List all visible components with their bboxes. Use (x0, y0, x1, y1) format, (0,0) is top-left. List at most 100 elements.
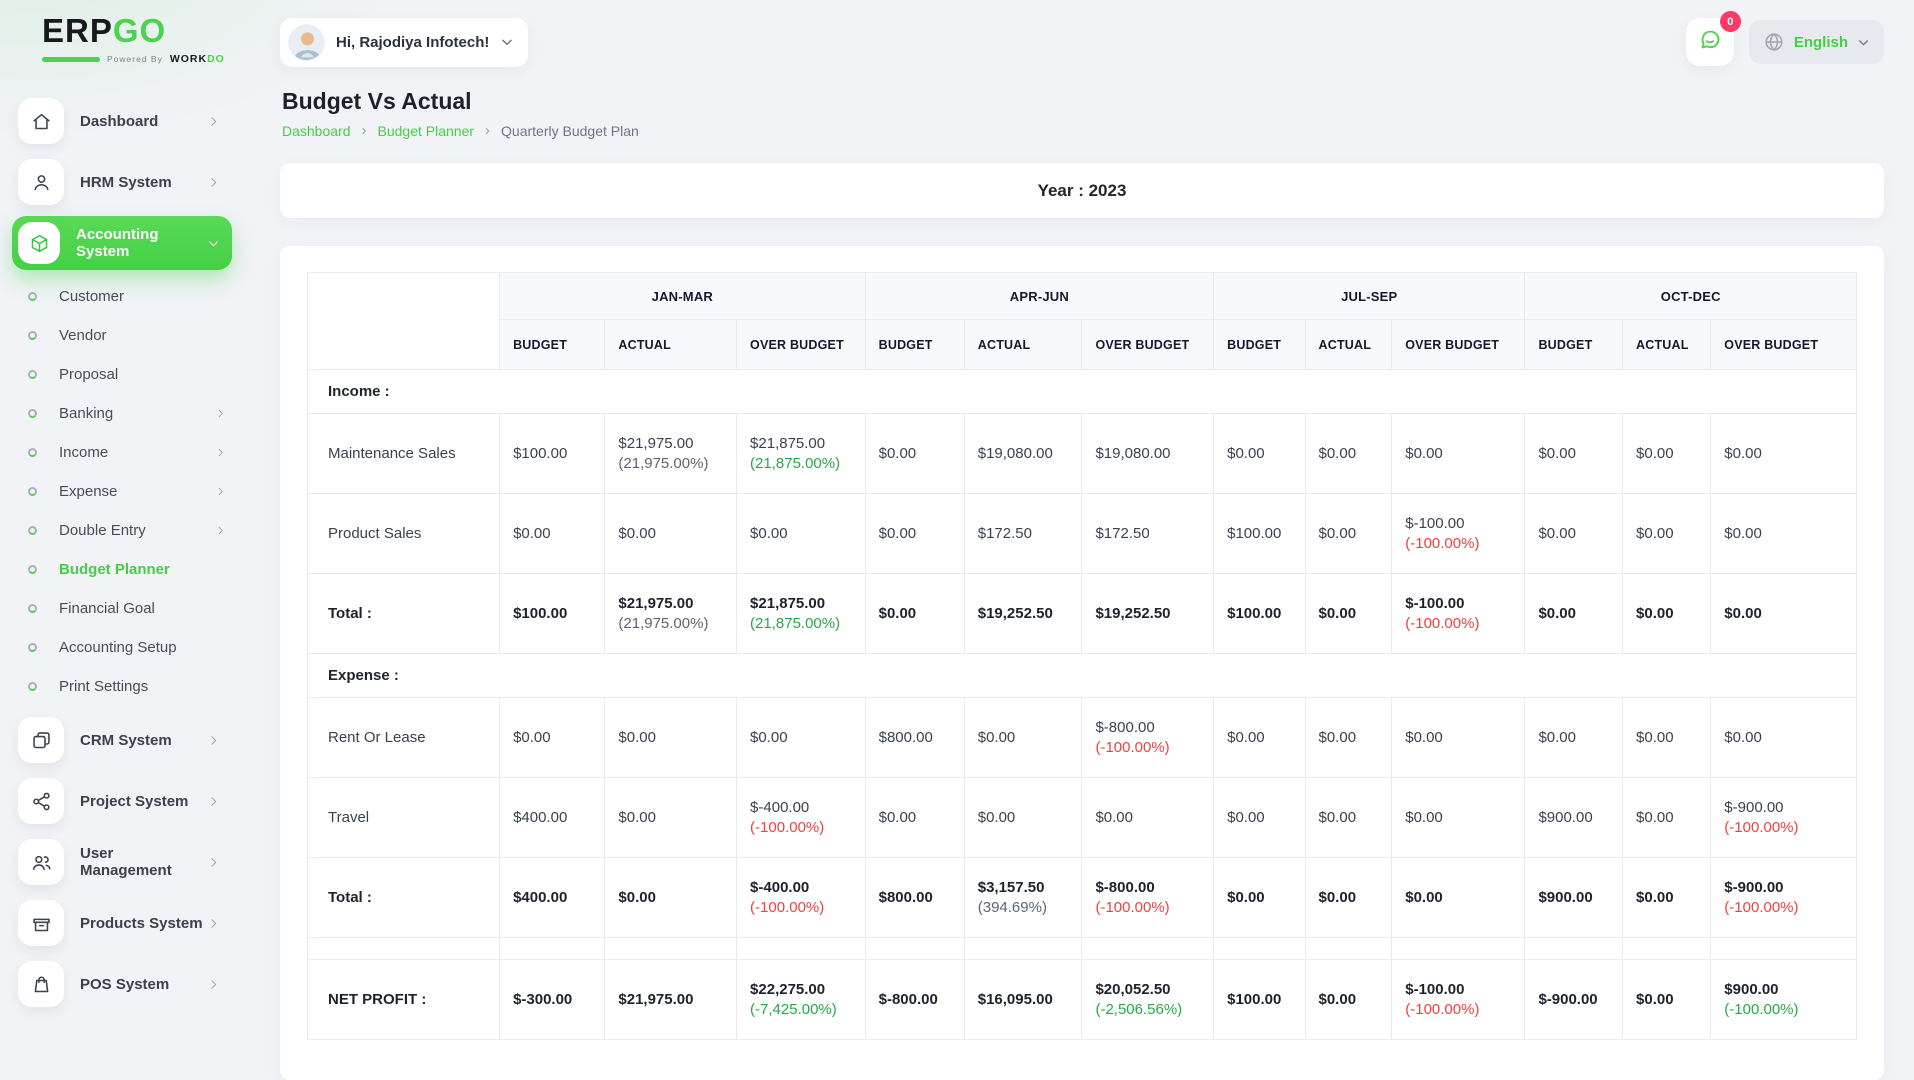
amount-value: $-400.00 (750, 799, 810, 816)
breadcrumb-dashboard[interactable]: Dashboard (282, 122, 351, 139)
table-cell: $-400.00 (-100.00%) (736, 857, 866, 938)
column-header: ACTUAL (1304, 319, 1393, 370)
sidebar-item-project-system[interactable]: Project System (12, 774, 232, 828)
amount-value: $0.00 (1318, 991, 1357, 1008)
chevron-right-icon (215, 486, 226, 497)
breadcrumb-budget-planner[interactable]: Budget Planner (377, 122, 475, 139)
sidebar-subitem-vendor[interactable]: Vendor (28, 316, 230, 355)
sidebar-item-hrm-system[interactable]: HRM System (12, 155, 232, 209)
amount-value: $3,157.50 (977, 879, 1045, 896)
amount-value: $0.00 (1538, 729, 1576, 746)
table-cell: $16,095.00 (963, 959, 1083, 1040)
messages-button[interactable]: 0 (1685, 11, 1741, 66)
table-cell: $900.00 (1524, 777, 1624, 858)
table-cell: $0.00 (604, 493, 738, 574)
top-header: Hi, Rajodiya Infotech! 0 English (280, 0, 1884, 72)
sidebar-subitem-expense[interactable]: Expense (28, 472, 230, 511)
sidebar-subitem-income[interactable]: Income (28, 433, 230, 472)
table-cell: $900.00 (-100.00%) (1710, 959, 1857, 1040)
amount-value: $0.00 (1636, 991, 1674, 1008)
table-cell: $0.00 (1524, 493, 1624, 574)
logo-underline (42, 56, 100, 62)
sidebar-subitem-double-entry[interactable]: Double Entry (28, 511, 230, 550)
amount-value: $21,975.00 (618, 991, 694, 1008)
percent-value: (-2,506.56%) (1095, 1001, 1183, 1018)
language-selector[interactable]: English (1748, 20, 1884, 64)
sidebar-subitem-accounting-setup[interactable]: Accounting Setup (28, 628, 230, 667)
table-cell: $-400.00 (-100.00%) (736, 777, 866, 858)
amount-value: $0.00 (618, 525, 656, 542)
amount-value: $-100.00 (1405, 981, 1465, 998)
amount-value: $0.00 (1227, 729, 1265, 746)
table-cell: $21,975.00 (604, 959, 738, 1040)
table-row: Product Sales $0.00 $0.00 $0.00 $0.00 $172.50… (306, 493, 1857, 574)
sidebar-item-label: Products System (80, 914, 203, 932)
chevron-right-icon (207, 856, 220, 869)
amount-value: $-100.00 (1405, 515, 1465, 532)
section-label: Expense : (307, 653, 1857, 698)
table-cell: $0.00 (1304, 857, 1393, 938)
home-icon (18, 98, 64, 144)
notification-badge: 0 (1719, 11, 1741, 32)
page-title: Budget Vs Actual (282, 88, 472, 114)
users-icon (18, 839, 64, 885)
amount-value: $19,252.50 (1095, 605, 1171, 622)
table-cell: $0.00 (604, 777, 738, 858)
amount-value: $0.00 (1318, 605, 1357, 622)
language-label: English (1793, 33, 1848, 51)
sidebar-subitem-print-settings[interactable]: Print Settings (28, 667, 230, 706)
table-cell: $21,975.00 (21,975.00%) (604, 573, 738, 654)
budget-table-card: JAN-MAR APR-JUN JUL-SEP OCT-DEC BUDGET ACTUAL… (280, 246, 1884, 1080)
sidebar-subitem-budget-planner[interactable]: Budget Planner (28, 550, 230, 589)
table-cell: $400.00 (499, 857, 606, 938)
spacer-cell (1710, 937, 1857, 960)
spacer-cell (1213, 937, 1306, 960)
table-cell: $0.00 (864, 573, 965, 654)
amount-value: $0.00 (513, 525, 551, 542)
amount-value: $0.00 (618, 809, 656, 826)
amount-value: $22,275.00 (750, 981, 826, 998)
sidebar-subitem-label: Proposal (59, 366, 119, 383)
sidebar-item-accounting-system[interactable]: Accounting System (12, 216, 232, 270)
table-cell: $21,875.00 (21,875.00%) (736, 413, 866, 494)
sidebar-item-products-system[interactable]: Products System (12, 896, 232, 950)
sidebar-subitem-financial-goal[interactable]: Financial Goal (28, 589, 230, 628)
app-logo[interactable]: ERPGO Powered By WORKDO (0, 14, 244, 65)
breadcrumb-current: Quarterly Budget Plan (501, 122, 639, 139)
sidebar-subitem-label: Customer (59, 288, 125, 305)
table-cell: $400.00 (499, 777, 606, 858)
amount-value: $-800.00 (878, 991, 938, 1008)
table-cell: $0.00 (604, 697, 738, 778)
table-cell: $0.00 (604, 857, 738, 938)
chevron-right-icon (207, 795, 220, 808)
table-cell: $0.00 (864, 777, 965, 858)
spacer-cell (1391, 937, 1526, 960)
sidebar-subitem-banking[interactable]: Banking (28, 394, 230, 433)
table-cell: $0.00 (1304, 493, 1393, 574)
amount-value: $100.00 (1227, 605, 1282, 622)
table-row: Total : $400.00 $0.00 $-400.00 (-100.00%) $80… (306, 857, 1857, 938)
amount-value: $0.00 (1538, 605, 1576, 622)
amount-value: $21,875.00 (750, 435, 826, 452)
table-cell: $0.00 (1622, 573, 1712, 654)
sidebar-item-pos-system[interactable]: POS System (12, 957, 232, 1011)
amount-value: $0.00 (1636, 445, 1674, 462)
column-header: BUDGET (1213, 319, 1306, 370)
sidebar-subitem-proposal[interactable]: Proposal (28, 355, 230, 394)
user-menu-button[interactable]: Hi, Rajodiya Infotech! (280, 17, 529, 67)
spacer-row (306, 937, 1857, 960)
windows-icon (18, 717, 64, 763)
table-cell: $0.00 (1391, 697, 1526, 778)
sidebar-item-dashboard[interactable]: Dashboard (12, 94, 232, 148)
amount-value: $100.00 (1227, 525, 1282, 542)
sidebar-subitem-customer[interactable]: Customer (28, 277, 230, 316)
sidebar-item-user-management[interactable]: User Management (12, 835, 232, 889)
amount-value: $0.00 (1318, 809, 1357, 826)
table-cell: $0.00 (1304, 777, 1393, 858)
table-cell: $19,252.50 (1081, 573, 1215, 654)
amount-value: $0.00 (1227, 889, 1265, 906)
year-label: Year : 2023 (1037, 180, 1127, 200)
chevron-right-icon (207, 115, 220, 128)
bullet-icon (28, 487, 37, 496)
sidebar-item-crm-system[interactable]: CRM System (12, 713, 232, 767)
